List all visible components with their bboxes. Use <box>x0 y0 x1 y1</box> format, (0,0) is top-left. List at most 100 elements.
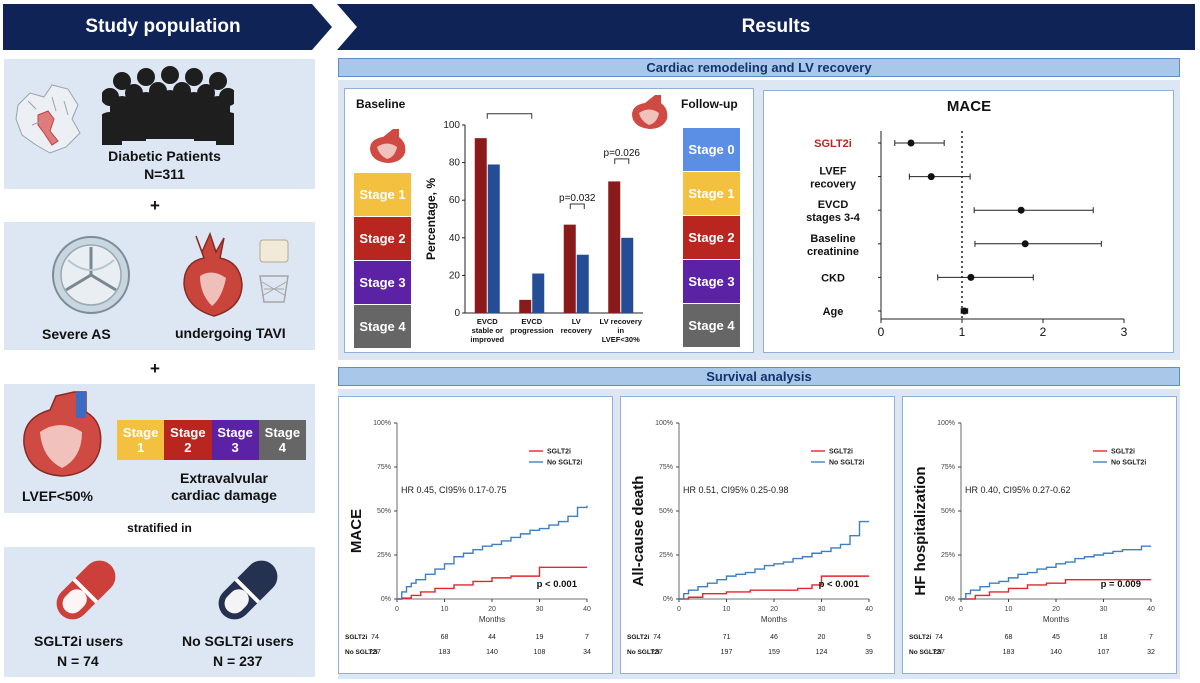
people-crowd-icon <box>102 66 234 145</box>
y-tick-label: 50% <box>377 508 391 515</box>
point-estimate <box>927 173 935 181</box>
p-value-label: p=0.032 <box>559 193 596 204</box>
x-tick-label: 1 <box>959 325 966 339</box>
p-value-text: p < 0.001 <box>819 579 860 590</box>
risk-table-value: 183 <box>1003 649 1015 656</box>
legend-label: No SGLT2i <box>547 460 582 467</box>
x-tick-label: 0 <box>878 325 885 339</box>
y-axis-label: MACE <box>348 509 365 553</box>
aortic-valve-icon <box>52 236 130 314</box>
y-tick-label: 100% <box>655 420 673 427</box>
tavi-label: undergoing TAVI <box>175 325 286 341</box>
lvef-label: LVEF<50% <box>22 488 93 504</box>
risk-table-value: 183 <box>439 649 451 656</box>
person-icon <box>216 112 234 145</box>
followup-stage-0: Stage 0 <box>683 128 740 172</box>
risk-table-group: SGLT2i <box>627 634 649 641</box>
risk-table-value: 7 <box>1149 634 1153 641</box>
category-label: EVCD progression <box>510 317 554 335</box>
followup-stage-4: Stage 4 <box>683 304 740 348</box>
y-tick-label: 25% <box>941 552 955 559</box>
km-curve <box>679 575 869 600</box>
person-icon <box>102 88 119 106</box>
x-tick-label: 40 <box>865 606 873 613</box>
lvef-stage-2: Stage 3 <box>211 420 259 460</box>
y-tick-label: 25% <box>659 552 673 559</box>
risk-table-value: 18 <box>1100 634 1108 641</box>
y-tick-label: 100 <box>443 120 460 131</box>
category-label: EVCD stable or improved <box>470 317 504 344</box>
lvef-panel: Stage 1 Stage 2 Stage 3 Stage 4 LVEF<50% Ex… <box>4 384 315 513</box>
followup-stage-2: Stage 2 <box>683 216 740 260</box>
y-tick-label: 20 <box>449 270 461 281</box>
survival-title: Survival analysis <box>338 367 1180 386</box>
forest-row-label: SGLT2i <box>814 138 852 150</box>
x-axis-label: Months <box>761 615 787 624</box>
p-value-bracket <box>486 113 533 119</box>
bar <box>608 181 621 313</box>
forest-row-label: CKD <box>821 272 845 284</box>
risk-table-value: 108 <box>534 649 546 656</box>
risk-table-value: 140 <box>486 649 498 656</box>
risk-table-value: 39 <box>865 649 873 656</box>
diabetic-panel: Diabetic Patients N=311 <box>4 59 315 189</box>
risk-table-value: 19 <box>536 634 544 641</box>
risk-table-value: 20 <box>818 634 826 641</box>
risk-table-value: 107 <box>1098 649 1110 656</box>
x-tick-label: 10 <box>723 606 731 613</box>
y-tick-label: 100% <box>937 420 955 427</box>
hazard-ratio-text: HR 0.40, CI95% 0.27-0.62 <box>965 485 1071 495</box>
person-icon <box>197 84 215 102</box>
point-estimate <box>960 307 968 315</box>
remodeling-bar-chart: 0 20 40 60 80 100 Percentage, % EVCD stable or im… <box>424 113 643 344</box>
severe-as-label: Severe AS <box>42 326 111 342</box>
risk-table-group: No SGLT2i <box>627 649 660 656</box>
hazard-ratio-text: HR 0.51, CI95% 0.25-0.98 <box>683 485 789 495</box>
risk-table-value: 44 <box>488 634 496 641</box>
header-arrows <box>3 4 1195 50</box>
diabetic-n: N=311 <box>144 166 185 182</box>
point-estimate <box>967 273 975 281</box>
person-icon <box>137 68 155 86</box>
y-tick-label: 50% <box>941 508 955 515</box>
km-curve <box>679 520 869 600</box>
study-population-header: Study population <box>85 16 241 37</box>
y-axis-label: Percentage, % <box>424 178 438 260</box>
stage-strip: Stage 1 Stage 2 Stage 3 Stage 4 <box>117 420 306 460</box>
legend-label: No SGLT2i <box>1111 460 1146 467</box>
x-tick-label: 10 <box>1005 606 1013 613</box>
legend-label: SGLT2i <box>1111 449 1135 456</box>
mace-forest-plot: MACE 0 1 2 3 SGLT2i LVEF recovery EVCD stages 3-4… <box>806 98 1128 339</box>
km-curve <box>397 566 587 600</box>
followup-stage-3: Stage 3 <box>683 260 740 304</box>
baseline-heart-icon <box>370 129 406 163</box>
y-tick-label: 60 <box>449 195 461 206</box>
x-tick-label: 20 <box>770 606 778 613</box>
risk-table-group: No SGLT2i <box>345 649 378 656</box>
forest-row-label: Age <box>823 306 844 318</box>
x-tick-label: 3 <box>1121 325 1128 339</box>
y-axis-label: All-cause death <box>630 476 647 587</box>
km-mace-box: 0% 25% 50% 75% 100% 0 10 20 30 40 Months MACE SGLT2i… <box>338 396 613 674</box>
km-hf-plot: 0% 25% 50% 75% 100% 0 10 20 30 40 Months HF hospita… <box>909 420 1155 656</box>
tavi-valve-icon <box>259 239 289 303</box>
x-tick-label: 10 <box>441 606 449 613</box>
risk-table-value: 159 <box>768 649 780 656</box>
bar <box>621 237 634 313</box>
legend-label: SGLT2i <box>829 449 853 456</box>
y-tick-label: 50% <box>659 508 673 515</box>
km-death-box: 0% 25% 50% 75% 100% 0 10 20 30 40 Months All-cause … <box>620 396 895 674</box>
p-value-bracket <box>569 203 585 209</box>
baseline-stage-0: Stage 1 <box>354 173 411 217</box>
p-value-bracket <box>614 158 630 164</box>
km-mace-plot: 0% 25% 50% 75% 100% 0 10 20 30 40 Months MACE SGLT2i… <box>345 420 591 656</box>
risk-table-value: 237 <box>651 649 663 656</box>
y-tick-label: 0% <box>663 596 673 603</box>
person-icon <box>173 82 191 100</box>
risk-table-value: 71 <box>723 634 731 641</box>
p-value-text: p < 0.001 <box>537 579 578 590</box>
baseline-stages: Stage 1 Stage 2 Stage 3 Stage 4 <box>354 173 411 349</box>
person-icon <box>194 108 218 141</box>
y-tick-label: 25% <box>377 552 391 559</box>
results-header: Results <box>741 16 811 37</box>
